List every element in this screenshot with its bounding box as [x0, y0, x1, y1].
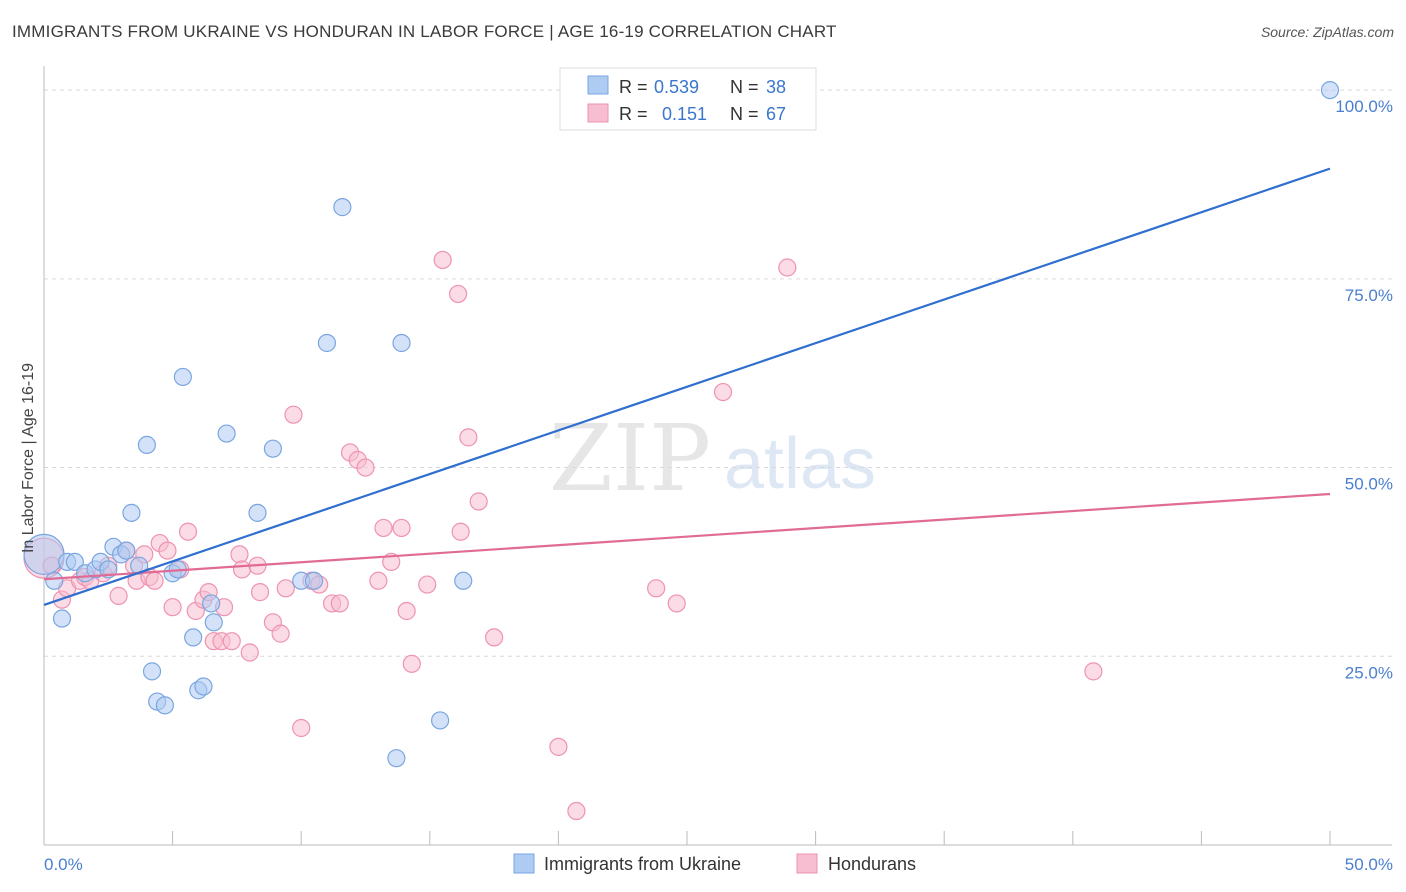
hondurans-point-46 [374, 518, 393, 538]
hondurans-point-45 [369, 571, 388, 590]
chart-title: IMMIGRANTS FROM UKRAINE VS HONDURAN IN L… [12, 22, 837, 41]
y-tick-labels: 100.0% 75.0% 50.0% 25.0% [1335, 97, 1393, 682]
ukraine-point-15 [142, 662, 162, 681]
ukraine-point-31 [317, 333, 337, 353]
hondurans-point-54 [451, 522, 470, 541]
ukraine-point-20 [173, 367, 192, 387]
hondurans-point-47 [382, 552, 401, 572]
hondurans-point-37 [292, 718, 311, 738]
hondurans-point-30 [240, 643, 259, 662]
y-tick-label-3: 25.0% [1345, 663, 1393, 682]
y-tick-label-2: 50.0% [1345, 475, 1393, 494]
hondurans-point-35 [276, 579, 295, 598]
hondurans-point-60 [647, 579, 666, 598]
legend-r-value-hondurans: 0.151 [662, 104, 707, 124]
hondurans-point-15 [145, 571, 164, 590]
axes [43, 66, 1392, 846]
ukraine-point-36 [454, 571, 473, 590]
hondurans-points [23, 250, 1103, 821]
ukraine-trend-line [43, 167, 1331, 606]
watermark-atlas: atlas [724, 424, 876, 504]
hondurans-point-20 [178, 522, 198, 541]
ukraine-point-35 [430, 711, 450, 730]
legend-n-value-ukraine: 38 [766, 77, 786, 97]
hondurans-point-62 [713, 382, 733, 402]
hondurans-point-63 [778, 258, 797, 277]
ukraine-point-33 [387, 749, 406, 768]
hondurans-point-17 [158, 541, 177, 560]
hondurans-point-34 [271, 624, 290, 643]
hondurans-point-27 [222, 632, 241, 651]
legend-n-label-hondurans: N = [730, 104, 759, 124]
ukraine-point-17 [155, 696, 174, 715]
hondurans-trend-line [43, 492, 1331, 581]
ukraine-point-32 [333, 198, 352, 217]
ukraine-point-1 [45, 571, 64, 590]
ukraine-point-25 [204, 613, 223, 632]
ukraine-point-26 [217, 424, 236, 443]
legend-swatch-ukraine [587, 75, 609, 95]
y-axis-label: In Labor Force | Age 16-19 [20, 363, 37, 553]
hondurans-point-41 [330, 594, 349, 613]
ukraine-point-12 [122, 503, 141, 522]
trend-lines [43, 167, 1331, 606]
legend-n-label-ukraine: N = [730, 77, 759, 97]
source-credit: Source: ZipAtlas.com [1260, 24, 1394, 40]
ukraine-point-14 [137, 435, 156, 455]
hondurans-point-29 [232, 560, 252, 579]
hondurans-point-53 [448, 284, 468, 304]
hondurans-point-32 [250, 583, 270, 602]
ukraine-point-24 [202, 594, 221, 613]
ukraine-point-13 [130, 556, 149, 575]
hondurans-point-57 [485, 628, 504, 647]
hondurans-point-59 [567, 801, 586, 821]
ukraine-points [23, 80, 1340, 768]
bottom-legend-swatch-hondurans [796, 853, 818, 874]
legend-r-label-ukraine: R = [619, 77, 648, 97]
hondurans-point-50 [402, 654, 421, 673]
legend-swatch-hondurans [587, 103, 609, 123]
hondurans-point-52 [433, 250, 452, 270]
bottom-legend-label-hondurans: Hondurans [828, 854, 916, 874]
x-tick-label-max: 50.0% [1345, 855, 1393, 874]
ukraine-point-21 [184, 628, 203, 647]
hondurans-point-28 [230, 545, 249, 564]
ukraine-point-4 [65, 552, 84, 572]
hondurans-point-49 [397, 601, 416, 621]
y-tick-label-0: 100.0% [1335, 97, 1393, 116]
hondurans-point-58 [549, 737, 568, 756]
series-legend: Immigrants from Ukraine Hondurans [513, 853, 916, 874]
watermark-zip: ZIP [549, 405, 711, 512]
ukraine-point-27 [248, 503, 267, 522]
y-tick-label-1: 75.0% [1345, 286, 1393, 305]
hondurans-point-44 [356, 458, 375, 477]
x-tick-label-min: 0.0% [44, 855, 83, 874]
stats-legend: R = 0.539 N = 38 R = 0.151 N = 67 [559, 67, 817, 131]
ukraine-point-23 [194, 677, 213, 696]
hondurans-point-36 [284, 405, 303, 424]
legend-n-value-hondurans: 67 [766, 104, 786, 124]
ukraine-point-37 [1320, 80, 1340, 100]
ukraine-point-2 [52, 609, 72, 628]
hondurans-point-64 [1084, 662, 1103, 681]
bottom-legend-label-ukraine: Immigrants from Ukraine [544, 854, 741, 874]
hondurans-point-18 [163, 598, 182, 617]
ukraine-point-30 [304, 571, 324, 590]
hondurans-point-56 [469, 492, 488, 511]
legend-r-label-hondurans: R = [619, 104, 648, 124]
hondurans-point-9 [109, 586, 128, 605]
ukraine-point-34 [392, 333, 411, 353]
bottom-legend-swatch-ukraine [513, 853, 535, 874]
hondurans-point-61 [667, 594, 686, 613]
hondurans-point-48 [392, 518, 411, 538]
ukraine-point-28 [263, 439, 283, 458]
ukraine-point-11 [117, 541, 136, 560]
legend-r-value-ukraine: 0.539 [654, 77, 699, 97]
hondurans-point-55 [459, 428, 478, 447]
hondurans-point-51 [418, 575, 437, 594]
